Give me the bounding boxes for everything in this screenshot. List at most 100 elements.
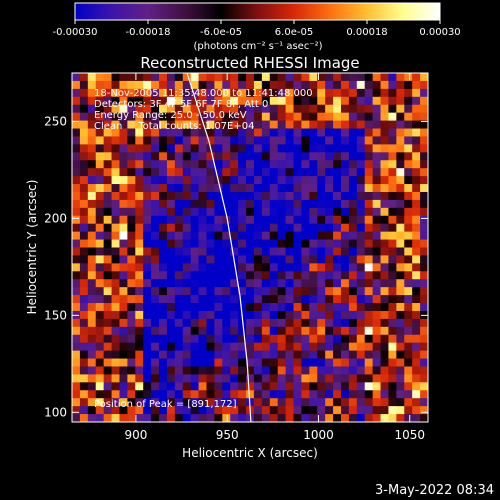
heatmap-cell	[143, 80, 152, 90]
heatmap-cell	[317, 168, 326, 177]
heatmap-cell	[222, 303, 231, 312]
heatmap-cell	[380, 398, 390, 407]
heatmap-cell	[420, 73, 428, 82]
heatmap-cell	[309, 342, 318, 352]
heatmap-cell	[396, 73, 405, 82]
heatmap-cell	[190, 263, 200, 272]
heatmap-cell	[151, 366, 160, 376]
heatmap-cell	[151, 73, 160, 82]
heatmap-cell	[206, 279, 215, 288]
heatmap-cell	[293, 326, 303, 336]
heatmap-cell	[222, 271, 231, 280]
heatmap-cell	[269, 223, 279, 233]
heatmap-cell	[380, 334, 390, 344]
heatmap-cell	[238, 96, 247, 106]
heatmap-cell	[277, 390, 287, 399]
heatmap-cell	[380, 310, 390, 320]
heatmap-cell	[277, 414, 287, 422]
heatmap-cell	[412, 168, 421, 177]
heatmap-cell	[325, 263, 334, 272]
heatmap-cell	[72, 136, 81, 145]
heatmap-cell	[103, 80, 113, 90]
heatmap-cell	[222, 88, 231, 98]
heatmap-cell	[230, 215, 239, 225]
heatmap-cell	[222, 334, 231, 344]
heatmap-cell	[159, 390, 168, 399]
heatmap-cell	[246, 279, 255, 288]
heatmap-cell	[87, 160, 97, 169]
heatmap-cell	[159, 366, 168, 376]
heatmap-cell	[404, 374, 413, 383]
heatmap-cell	[103, 104, 113, 114]
heatmap-cell	[103, 374, 113, 383]
colorbar: -0.00030 -0.00018 -6.0e-05 6.0e-05 0.00018 0.…	[53, 2, 461, 52]
heatmap-cell	[103, 350, 113, 360]
heatmap-cell	[420, 303, 428, 312]
heatmap-cell	[206, 215, 215, 225]
heatmap-cell	[238, 112, 247, 122]
heatmap-cell	[230, 176, 239, 185]
heatmap-cell	[174, 358, 184, 368]
heatmap-cell	[356, 199, 366, 209]
heatmap-cell	[79, 96, 89, 106]
heatmap-cell	[143, 342, 152, 352]
heatmap-cell	[285, 279, 295, 288]
heatmap-cell	[253, 414, 263, 422]
heatmap-cell	[269, 358, 279, 368]
heatmap-cell	[151, 255, 160, 264]
heatmap-cell	[87, 414, 97, 422]
heatmap-cell	[293, 73, 303, 82]
heatmap-cell	[222, 73, 231, 82]
heatmap-cell	[364, 104, 374, 114]
heatmap-cell	[95, 342, 105, 352]
heatmap-cell	[87, 239, 97, 249]
y-tick-label: 200	[44, 211, 67, 225]
heatmap-cell	[111, 287, 121, 296]
heatmap-cell	[356, 247, 366, 257]
heatmap-cell	[372, 160, 382, 169]
heatmap-cell	[230, 295, 239, 304]
heatmap-cell	[293, 366, 303, 376]
heatmap-cell	[404, 184, 413, 193]
heatmap-cell	[364, 382, 374, 391]
heatmap-cell	[388, 326, 397, 336]
heatmap-cell	[135, 382, 144, 391]
heatmap-cell	[269, 231, 279, 241]
heatmap-cell	[261, 223, 271, 233]
heatmap-cell	[222, 382, 231, 391]
heatmap-cell	[190, 120, 200, 130]
heatmap-cell	[317, 318, 326, 328]
heatmap-cell	[238, 374, 247, 383]
heatmap-cell	[317, 120, 326, 130]
heatmap-cell	[348, 160, 358, 169]
heatmap-cell	[222, 247, 231, 257]
heatmap-cell	[206, 231, 215, 241]
heatmap-cell	[206, 80, 215, 90]
heatmap-cell	[340, 295, 350, 304]
heatmap-cell	[87, 255, 97, 264]
heatmap-cell	[333, 80, 342, 90]
heatmap-cell	[111, 128, 121, 138]
heatmap-cell	[380, 231, 390, 241]
heatmap-cell	[182, 128, 192, 138]
heatmap-cell	[420, 88, 428, 98]
heatmap-cell	[356, 287, 366, 296]
heatmap-cell	[135, 398, 144, 407]
heatmap-cell	[222, 199, 231, 209]
heatmap-cell	[364, 73, 374, 82]
heatmap-cell	[388, 231, 397, 241]
heatmap-cell	[166, 414, 176, 422]
heatmap-cell	[412, 223, 421, 233]
heatmap-cell	[198, 152, 208, 161]
heatmap-cell	[238, 382, 247, 391]
heatmap-cell	[333, 152, 342, 161]
heatmap-cell	[340, 263, 350, 272]
heatmap-cell	[348, 366, 358, 376]
heatmap-cell	[277, 271, 287, 280]
heatmap-cell	[340, 247, 350, 257]
heatmap-cell	[285, 366, 295, 376]
heatmap-cell	[317, 350, 326, 360]
heatmap-cell	[103, 176, 113, 185]
heatmap-cell	[206, 350, 215, 360]
heatmap-cell	[119, 303, 128, 312]
